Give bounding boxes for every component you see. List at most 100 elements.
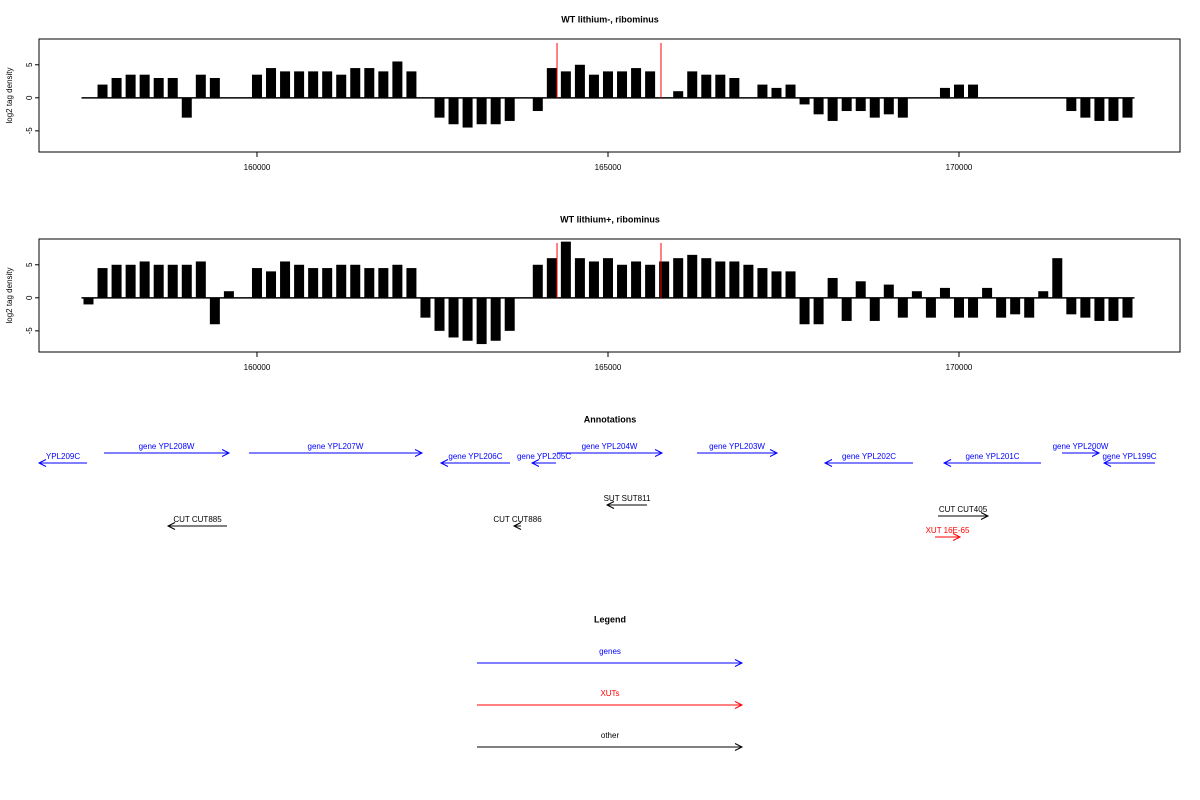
density-bar — [378, 71, 389, 98]
feature-label: gene YPL204W — [582, 442, 638, 451]
feature-arrow-head — [823, 459, 833, 467]
density-bar — [364, 268, 375, 298]
x-tick-label: 160000 — [244, 363, 271, 372]
density-bar — [1108, 97, 1119, 121]
plot-frame — [38, 238, 1181, 353]
density-bar — [364, 68, 375, 98]
legend-arrow-head — [734, 701, 744, 709]
density-bar — [322, 71, 333, 98]
density-bar — [153, 264, 164, 298]
density-bar — [996, 297, 1007, 318]
density-bar — [883, 284, 894, 298]
density-bar — [1122, 97, 1133, 118]
density-bar — [280, 261, 291, 298]
density-bar — [476, 97, 487, 125]
feature-label: CUT CUT405 — [939, 505, 988, 514]
density-bar — [757, 268, 768, 298]
density-bar — [532, 97, 543, 112]
density-bar — [701, 258, 712, 298]
density-bar — [715, 261, 726, 298]
density-bar — [574, 64, 585, 98]
density-bar — [97, 268, 108, 298]
density-bar — [406, 71, 417, 98]
density-bar — [771, 87, 782, 98]
density-bar — [434, 97, 445, 118]
density-bar — [687, 254, 698, 298]
density-bar — [266, 271, 277, 298]
density-bar — [897, 297, 908, 318]
y-tick-label: 5 — [25, 262, 34, 267]
density-bar — [181, 97, 192, 118]
density-bar — [785, 271, 796, 298]
feature-label: gene YPL201C — [965, 452, 1019, 461]
density-bar — [982, 287, 993, 298]
density-bar — [406, 268, 417, 298]
density-bar — [602, 71, 613, 98]
density-bar — [939, 87, 950, 98]
density-bar — [588, 74, 599, 98]
feature-label: CUT CUT886 — [493, 515, 542, 524]
density-bar — [209, 77, 220, 98]
density-bar — [392, 264, 403, 298]
density-bar — [729, 261, 740, 298]
density-bar — [420, 297, 431, 318]
feature-arrow-head — [654, 449, 664, 457]
legend-arrow-head — [734, 743, 744, 751]
density-bar — [1122, 297, 1133, 318]
density-bar — [167, 77, 178, 98]
feature-arrow-head — [221, 449, 231, 457]
feature-label: gene YPL202C — [842, 452, 896, 461]
density-bar — [294, 264, 305, 298]
feature-label: gene YPL205C — [517, 452, 571, 461]
density-bar — [448, 97, 459, 125]
density-bar — [336, 74, 347, 98]
density-bar — [954, 297, 965, 318]
density-bar — [308, 268, 319, 298]
legend-title: Legend — [594, 614, 626, 624]
density-bar — [799, 97, 810, 105]
density-bar — [392, 61, 403, 98]
density-bar — [462, 297, 473, 341]
feature-arrow-head — [769, 449, 779, 457]
feature-arrow-head — [952, 533, 962, 541]
legend-arrow-head — [734, 659, 744, 667]
y-axis-label: log2 tag density — [5, 67, 14, 123]
density-bar — [631, 261, 642, 298]
feature-arrow-head — [37, 459, 47, 467]
density-bar — [1010, 297, 1021, 315]
density-bar — [659, 261, 670, 298]
density-bar — [350, 68, 361, 98]
density-bar — [504, 97, 515, 121]
density-bar — [574, 258, 585, 298]
density-bar — [1080, 97, 1091, 118]
density-bar — [251, 268, 262, 298]
feature-arrow-head — [1091, 449, 1101, 457]
density-bar — [125, 264, 136, 298]
density-bar — [490, 297, 501, 341]
x-tick-label: 160000 — [244, 163, 271, 172]
density-bar — [251, 74, 262, 98]
density-bar — [617, 264, 628, 298]
density-bar — [841, 297, 852, 321]
density-bar — [869, 97, 880, 118]
feature-label: SUT SUT811 — [604, 494, 651, 503]
feature-label: gene YPL203W — [709, 442, 765, 451]
density-bar — [490, 97, 501, 125]
density-bar — [294, 71, 305, 98]
feature-arrow-head — [530, 459, 540, 467]
density-bar — [968, 84, 979, 98]
density-bar — [701, 74, 712, 98]
density-bar — [897, 97, 908, 118]
y-tick-label: -5 — [25, 327, 34, 335]
density-bar — [111, 264, 122, 298]
density-bar — [729, 77, 740, 98]
feature-label: XUT 16E-65 — [926, 526, 970, 535]
density-bar — [434, 297, 445, 331]
density-bar — [827, 277, 838, 298]
density-bar — [308, 71, 319, 98]
density-bar — [97, 84, 108, 98]
y-tick-label: -5 — [25, 127, 34, 135]
density-bar — [757, 84, 768, 98]
density-bar — [111, 77, 122, 98]
density-bar — [195, 74, 206, 98]
